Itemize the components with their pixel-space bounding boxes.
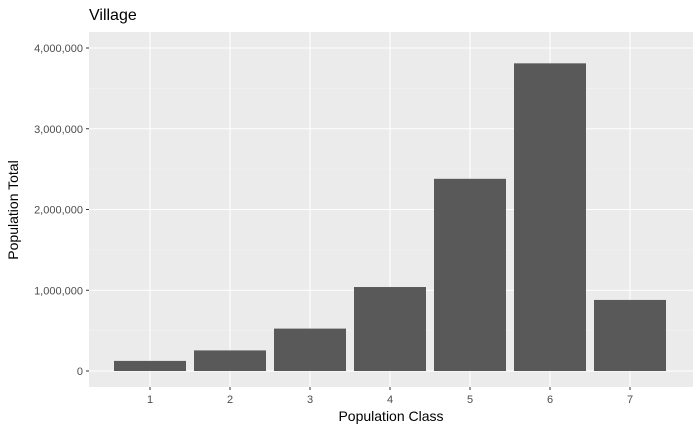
bar-3	[274, 328, 346, 371]
bar-1	[114, 360, 186, 371]
bar-5	[434, 178, 506, 371]
y-tick-label: 0	[77, 366, 83, 378]
y-axis: 0 1,000,000 2,000,000 3,000,000 4,000,000	[34, 43, 89, 378]
y-tick-label: 3,000,000	[34, 124, 83, 136]
x-axis: 1 2 3 4 5 6 7	[147, 387, 633, 406]
y-axis-label: Population Total	[5, 160, 21, 259]
x-tick-label: 2	[227, 394, 233, 406]
bars-group	[114, 63, 666, 371]
y-tick-label: 2,000,000	[34, 205, 83, 217]
x-tick-label: 1	[147, 394, 153, 406]
x-tick-label: 7	[627, 394, 633, 406]
bar-6	[514, 63, 586, 371]
grid-minor-lines	[89, 88, 693, 331]
x-tick-label: 4	[387, 394, 393, 406]
y-tick-label: 4,000,000	[34, 43, 83, 55]
bar-2	[194, 350, 266, 371]
x-tick-label: 6	[547, 394, 553, 406]
y-tick-label: 1,000,000	[34, 285, 83, 297]
x-tick-label: 5	[467, 394, 473, 406]
x-tick-label: 3	[307, 394, 313, 406]
bar-7	[594, 299, 666, 371]
chart-title: Village	[89, 7, 137, 24]
x-axis-label: Population Class	[338, 408, 443, 424]
bar-4	[354, 287, 426, 371]
